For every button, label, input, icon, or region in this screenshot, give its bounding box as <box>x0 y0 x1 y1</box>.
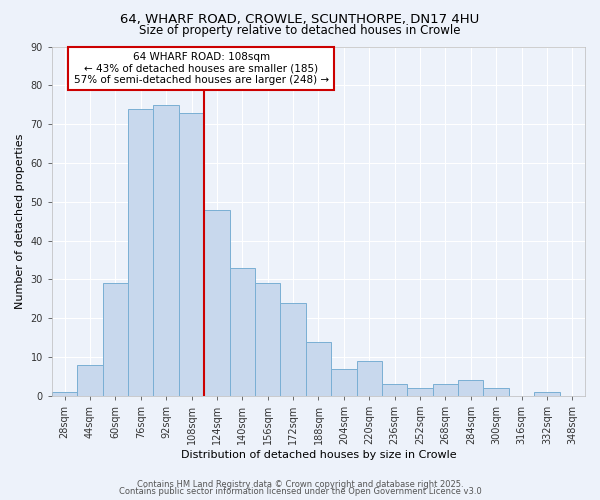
Bar <box>534 392 560 396</box>
Text: Contains HM Land Registry data © Crown copyright and database right 2025.: Contains HM Land Registry data © Crown c… <box>137 480 463 489</box>
Bar <box>128 108 154 396</box>
Bar <box>103 284 128 396</box>
Bar <box>52 392 77 396</box>
X-axis label: Distribution of detached houses by size in Crowle: Distribution of detached houses by size … <box>181 450 456 460</box>
Bar <box>179 112 204 396</box>
Bar <box>382 384 407 396</box>
Text: 64, WHARF ROAD, CROWLE, SCUNTHORPE, DN17 4HU: 64, WHARF ROAD, CROWLE, SCUNTHORPE, DN17… <box>121 12 479 26</box>
Bar <box>204 210 230 396</box>
Bar <box>255 284 280 396</box>
Bar <box>458 380 484 396</box>
Bar <box>407 388 433 396</box>
Bar <box>230 268 255 396</box>
Bar <box>484 388 509 396</box>
Y-axis label: Number of detached properties: Number of detached properties <box>15 134 25 309</box>
Bar <box>306 342 331 396</box>
Bar <box>356 361 382 396</box>
Bar <box>433 384 458 396</box>
Bar <box>331 368 356 396</box>
Text: Contains public sector information licensed under the Open Government Licence v3: Contains public sector information licen… <box>119 487 481 496</box>
Text: 64 WHARF ROAD: 108sqm
← 43% of detached houses are smaller (185)
57% of semi-det: 64 WHARF ROAD: 108sqm ← 43% of detached … <box>74 52 329 85</box>
Text: Size of property relative to detached houses in Crowle: Size of property relative to detached ho… <box>139 24 461 37</box>
Bar <box>154 104 179 396</box>
Bar <box>280 302 306 396</box>
Bar <box>77 365 103 396</box>
